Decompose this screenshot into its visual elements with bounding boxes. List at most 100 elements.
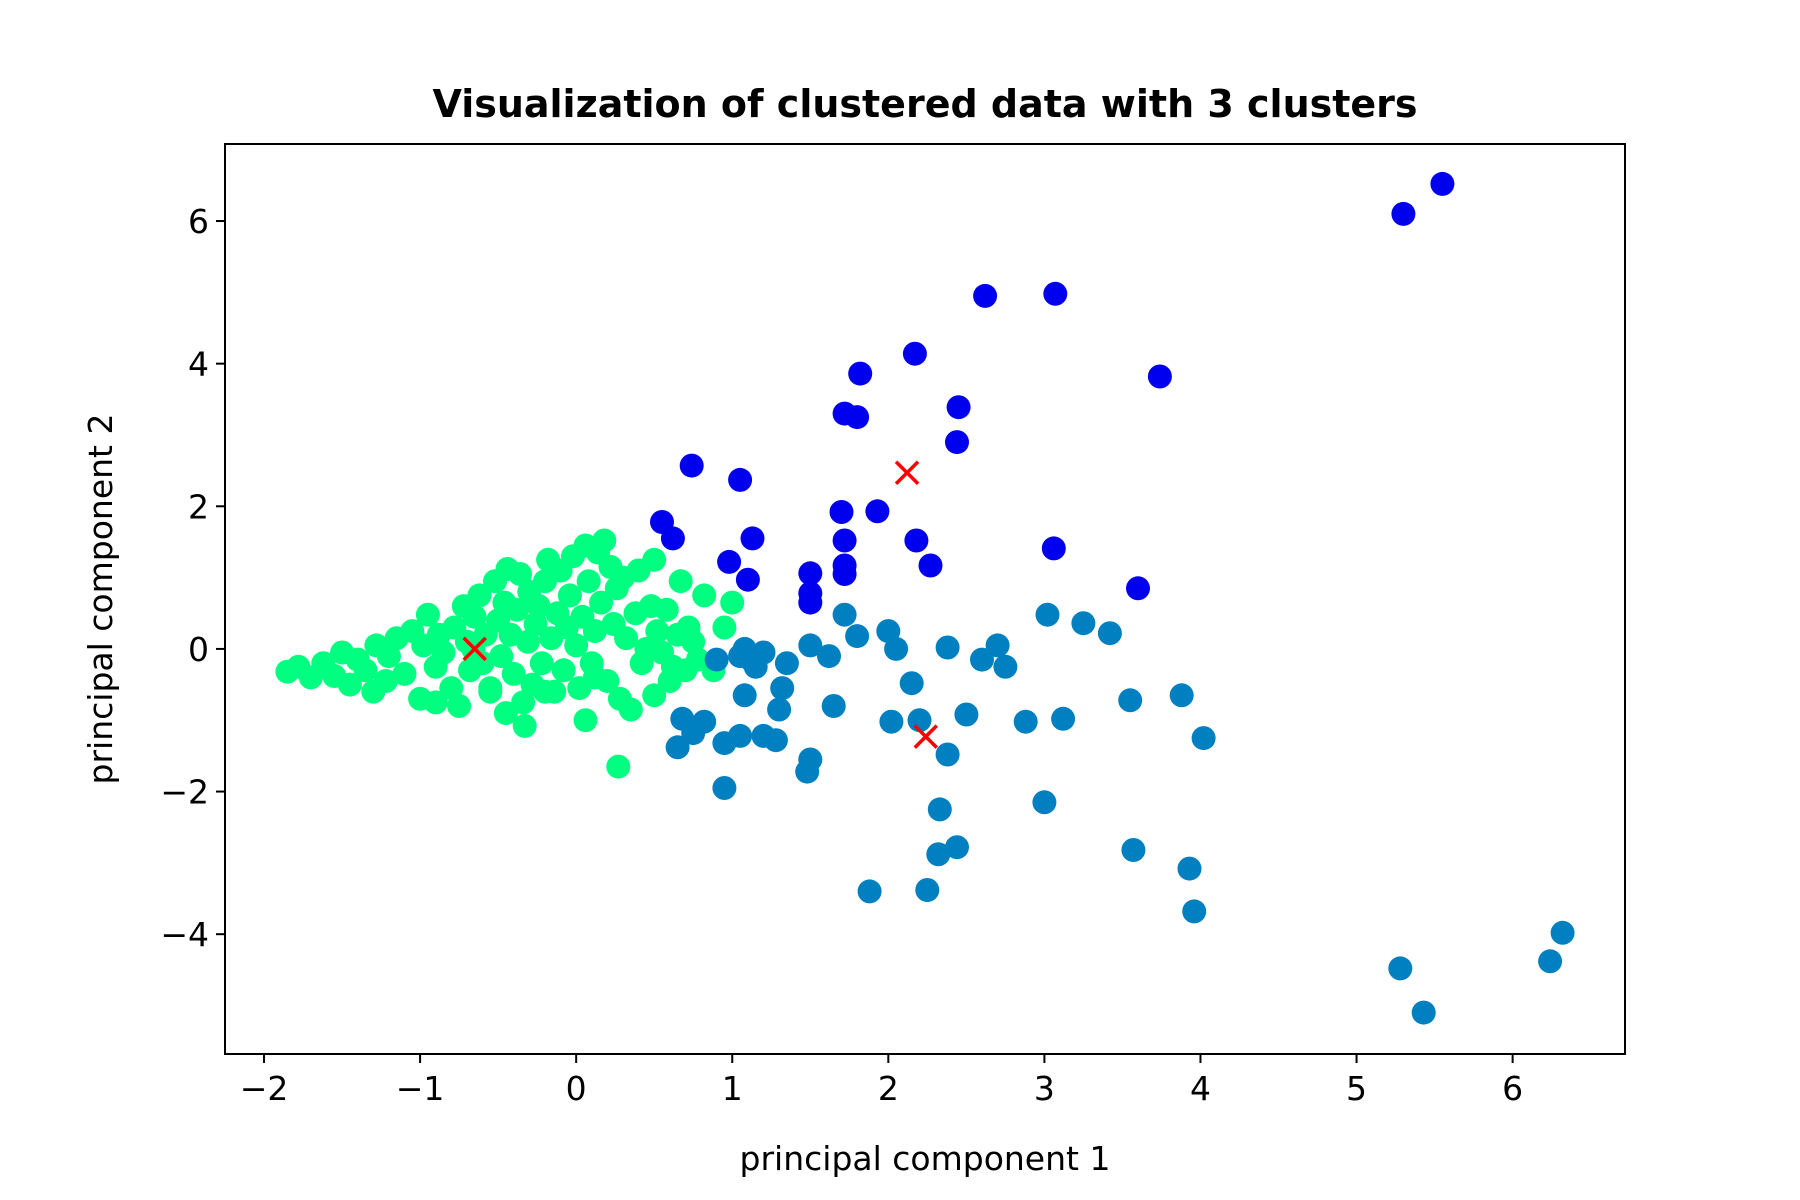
point-series-2 xyxy=(973,283,998,308)
point-series-1 xyxy=(1051,706,1076,731)
point-series-0 xyxy=(493,701,518,726)
point-series-0 xyxy=(508,562,532,586)
point-series-0 xyxy=(439,676,464,701)
point-series-1 xyxy=(712,776,737,800)
point-series-1 xyxy=(751,640,776,665)
x-axis-ticks: −2 −1 0 1 2 3 4 5 6 xyxy=(240,1054,1523,1108)
point-series-2 xyxy=(904,528,929,553)
point-series-1 xyxy=(817,644,841,669)
x-tick-label: 3 xyxy=(1034,1069,1055,1108)
point-series-2 xyxy=(832,553,857,578)
point-series-2 xyxy=(1043,281,1068,306)
plot-frame xyxy=(224,143,1626,1055)
point-series-1 xyxy=(954,702,979,727)
point-series-0 xyxy=(654,597,679,622)
point-series-1 xyxy=(1411,1000,1436,1025)
centroid-marker xyxy=(894,460,920,486)
point-series-2 xyxy=(946,395,971,420)
point-series-1 xyxy=(985,633,1010,658)
point-series-1 xyxy=(1538,949,1563,974)
point-series-1 xyxy=(704,647,729,672)
plot-background xyxy=(225,144,1625,1054)
y-tick-label: −2 xyxy=(160,773,209,812)
point-series-0 xyxy=(582,619,607,644)
point-series-0 xyxy=(551,658,576,683)
point-series-1 xyxy=(935,635,960,660)
point-series-2 xyxy=(735,567,760,592)
point-series-2 xyxy=(945,430,969,455)
chart-title: Visualization of clustered data with 3 c… xyxy=(432,82,1417,126)
points-layer xyxy=(275,171,1575,1025)
point-series-1 xyxy=(1121,838,1146,862)
point-series-2 xyxy=(717,549,742,574)
point-series-1 xyxy=(728,723,753,748)
point-series-1 xyxy=(945,835,969,860)
point-series-0 xyxy=(504,597,529,622)
point-series-0 xyxy=(447,694,472,718)
point-series-2 xyxy=(832,528,857,553)
point-series-2 xyxy=(798,590,823,615)
x-tick-label: −1 xyxy=(396,1069,445,1108)
point-series-0 xyxy=(533,679,557,704)
point-series-0 xyxy=(392,661,417,686)
point-series-0 xyxy=(606,754,631,779)
centroids-layer xyxy=(462,460,939,749)
point-series-1 xyxy=(1388,956,1413,981)
point-series-1 xyxy=(1035,602,1060,627)
y-tick-label: 0 xyxy=(188,630,209,669)
point-series-2 xyxy=(865,499,890,524)
point-series-1 xyxy=(1191,726,1216,751)
point-series-0 xyxy=(478,679,503,704)
x-tick-label: 5 xyxy=(1346,1069,1367,1108)
point-series-0 xyxy=(712,615,737,640)
point-series-1 xyxy=(763,728,788,753)
point-series-1 xyxy=(1182,899,1207,924)
point-series-1 xyxy=(832,602,857,627)
point-series-2 xyxy=(1041,536,1066,561)
y-axis-ticks: −4 −2 0 2 4 6 xyxy=(160,202,225,954)
point-series-1 xyxy=(879,709,904,734)
point-series-2 xyxy=(660,526,685,551)
centroid-marker xyxy=(913,724,939,749)
point-series-1 xyxy=(1013,709,1038,734)
point-series-1 xyxy=(665,735,690,760)
point-series-1 xyxy=(1097,621,1122,646)
point-series-1 xyxy=(857,879,882,904)
point-series-1 xyxy=(884,636,909,661)
x-tick-label: 2 xyxy=(878,1069,899,1108)
point-series-2 xyxy=(740,526,765,551)
point-series-1 xyxy=(845,624,870,649)
point-series-0 xyxy=(526,594,551,619)
point-series-0 xyxy=(589,590,614,615)
point-series-0 xyxy=(501,661,526,686)
point-series-0 xyxy=(573,708,598,733)
x-tick-label: −2 xyxy=(240,1069,289,1108)
point-series-0 xyxy=(692,583,717,608)
point-series-2 xyxy=(798,561,823,586)
point-series-0 xyxy=(642,547,667,572)
point-series-0 xyxy=(642,683,667,708)
point-series-0 xyxy=(523,612,548,636)
point-series-1 xyxy=(774,651,799,676)
point-series-0 xyxy=(489,644,514,669)
x-tick-label: 0 xyxy=(566,1069,587,1108)
x-tick-label: 6 xyxy=(1502,1069,1523,1108)
point-series-1 xyxy=(915,878,940,902)
point-series-0 xyxy=(720,590,745,615)
point-series-0 xyxy=(645,619,670,644)
point-series-0 xyxy=(353,658,378,683)
point-series-1 xyxy=(798,633,823,658)
point-series-2 xyxy=(848,361,873,386)
point-series-2 xyxy=(1391,201,1416,226)
point-series-2 xyxy=(1430,171,1455,196)
point-series-0 xyxy=(511,690,536,715)
point-series-1 xyxy=(821,694,846,718)
point-series-0 xyxy=(618,697,643,722)
point-series-1 xyxy=(970,647,994,672)
point-series-1 xyxy=(1032,790,1057,815)
point-series-1 xyxy=(927,797,952,822)
point-series-1 xyxy=(732,683,757,708)
point-series-0 xyxy=(373,669,398,693)
point-series-1 xyxy=(1169,683,1194,708)
